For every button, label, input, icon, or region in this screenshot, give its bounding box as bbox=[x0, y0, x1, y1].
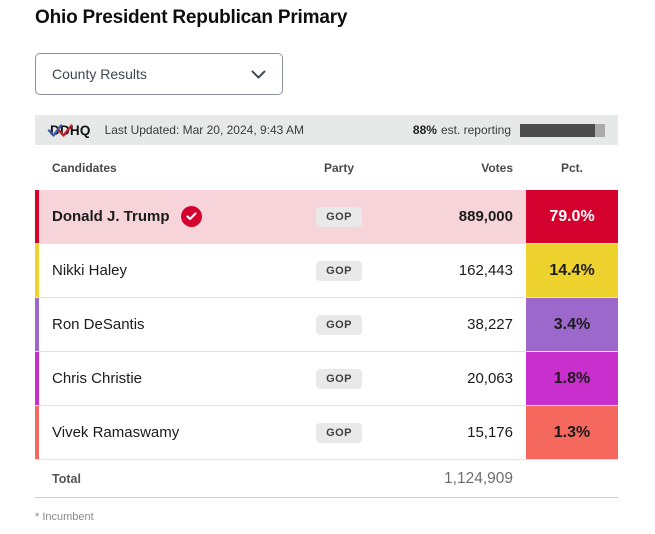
reporting-progress-bar bbox=[520, 123, 605, 137]
reporting-label: est. reporting bbox=[440, 123, 511, 137]
party-badge: GOP bbox=[316, 314, 362, 335]
total-row: Total 1,124,909 bbox=[35, 460, 618, 498]
candidate-name: Ron DeSantis bbox=[52, 316, 145, 333]
candidate-color-strip bbox=[35, 352, 39, 405]
results-view-dropdown[interactable]: County Results bbox=[35, 53, 283, 95]
candidate-name-cell: Ron DeSantis bbox=[39, 298, 279, 351]
party-cell: GOP bbox=[279, 352, 399, 405]
reporting-percent: 88% bbox=[412, 123, 437, 137]
candidate-name-cell: Donald J. Trump bbox=[39, 190, 279, 243]
votes-cell: 889,000 bbox=[458, 208, 513, 225]
candidate-color-strip bbox=[35, 406, 39, 459]
candidate-name: Nikki Haley bbox=[52, 262, 128, 279]
ddhq-check-icon bbox=[47, 123, 73, 137]
pct-cell: 1.3% bbox=[526, 406, 618, 459]
table-row: Nikki Haley GOP 162,443 14.4% bbox=[35, 244, 618, 298]
reporting-status: 88% est. reporting bbox=[413, 123, 605, 137]
votes-cell: 15,176 bbox=[467, 424, 513, 441]
total-votes: 1,124,909 bbox=[444, 469, 513, 487]
winner-check-icon bbox=[180, 206, 202, 227]
candidate-name: Donald J. Trump bbox=[52, 208, 170, 225]
party-badge: GOP bbox=[316, 368, 362, 389]
total-label: Total bbox=[52, 471, 81, 486]
results-view-dropdown-value: County Results bbox=[52, 66, 147, 82]
pct-cell: 3.4% bbox=[526, 298, 618, 351]
table-row: Vivek Ramaswamy GOP 15,176 1.3% bbox=[35, 406, 618, 460]
candidate-color-strip bbox=[35, 244, 39, 297]
candidate-name-cell: Nikki Haley bbox=[39, 244, 279, 297]
party-badge: GOP bbox=[316, 206, 362, 227]
pct-cell: 79.0% bbox=[526, 190, 618, 243]
candidate-color-strip bbox=[35, 298, 39, 351]
pct-cell: 1.8% bbox=[526, 352, 618, 405]
header-pct: Pct. bbox=[560, 160, 583, 175]
header-candidates: Candidates bbox=[52, 160, 117, 175]
pct-cell: 14.4% bbox=[526, 244, 618, 297]
table-row: Chris Christie GOP 20,063 1.8% bbox=[35, 352, 618, 406]
table-header-row: Candidates Party Votes Pct. bbox=[35, 145, 618, 190]
votes-cell: 38,227 bbox=[467, 316, 513, 333]
page-title: Ohio President Republican Primary bbox=[35, 7, 348, 28]
header-party: Party bbox=[323, 160, 355, 175]
party-cell: GOP bbox=[279, 244, 399, 297]
candidate-color-strip bbox=[35, 190, 39, 243]
status-bar: DDHQ Last Updated: Mar 20, 2024, 9:43 AM… bbox=[35, 115, 618, 145]
votes-cell: 20,063 bbox=[467, 370, 513, 387]
party-cell: GOP bbox=[279, 298, 399, 351]
party-cell: GOP bbox=[279, 190, 399, 243]
reporting-progress-fill bbox=[520, 123, 595, 137]
candidate-name-cell: Vivek Ramaswamy bbox=[39, 406, 279, 459]
results-widget: Ohio President Republican Primary County… bbox=[35, 0, 618, 523]
table-row: Donald J. Trump GOP 889,000 79.0% bbox=[35, 190, 618, 244]
ddhq-logo: DDHQ bbox=[47, 123, 91, 138]
header-votes: Votes bbox=[481, 160, 513, 175]
party-badge: GOP bbox=[316, 422, 362, 443]
votes-cell: 162,443 bbox=[458, 262, 513, 279]
candidate-name-cell: Chris Christie bbox=[39, 352, 279, 405]
candidate-name: Vivek Ramaswamy bbox=[52, 424, 180, 441]
party-cell: GOP bbox=[279, 406, 399, 459]
table-row: Ron DeSantis GOP 38,227 3.4% bbox=[35, 298, 618, 352]
candidate-name: Chris Christie bbox=[52, 370, 143, 387]
incumbent-footnote: * Incumbent bbox=[35, 511, 94, 523]
party-badge: GOP bbox=[316, 260, 362, 281]
last-updated-text: Last Updated: Mar 20, 2024, 9:43 AM bbox=[104, 123, 305, 137]
chevron-down-icon bbox=[251, 70, 266, 79]
